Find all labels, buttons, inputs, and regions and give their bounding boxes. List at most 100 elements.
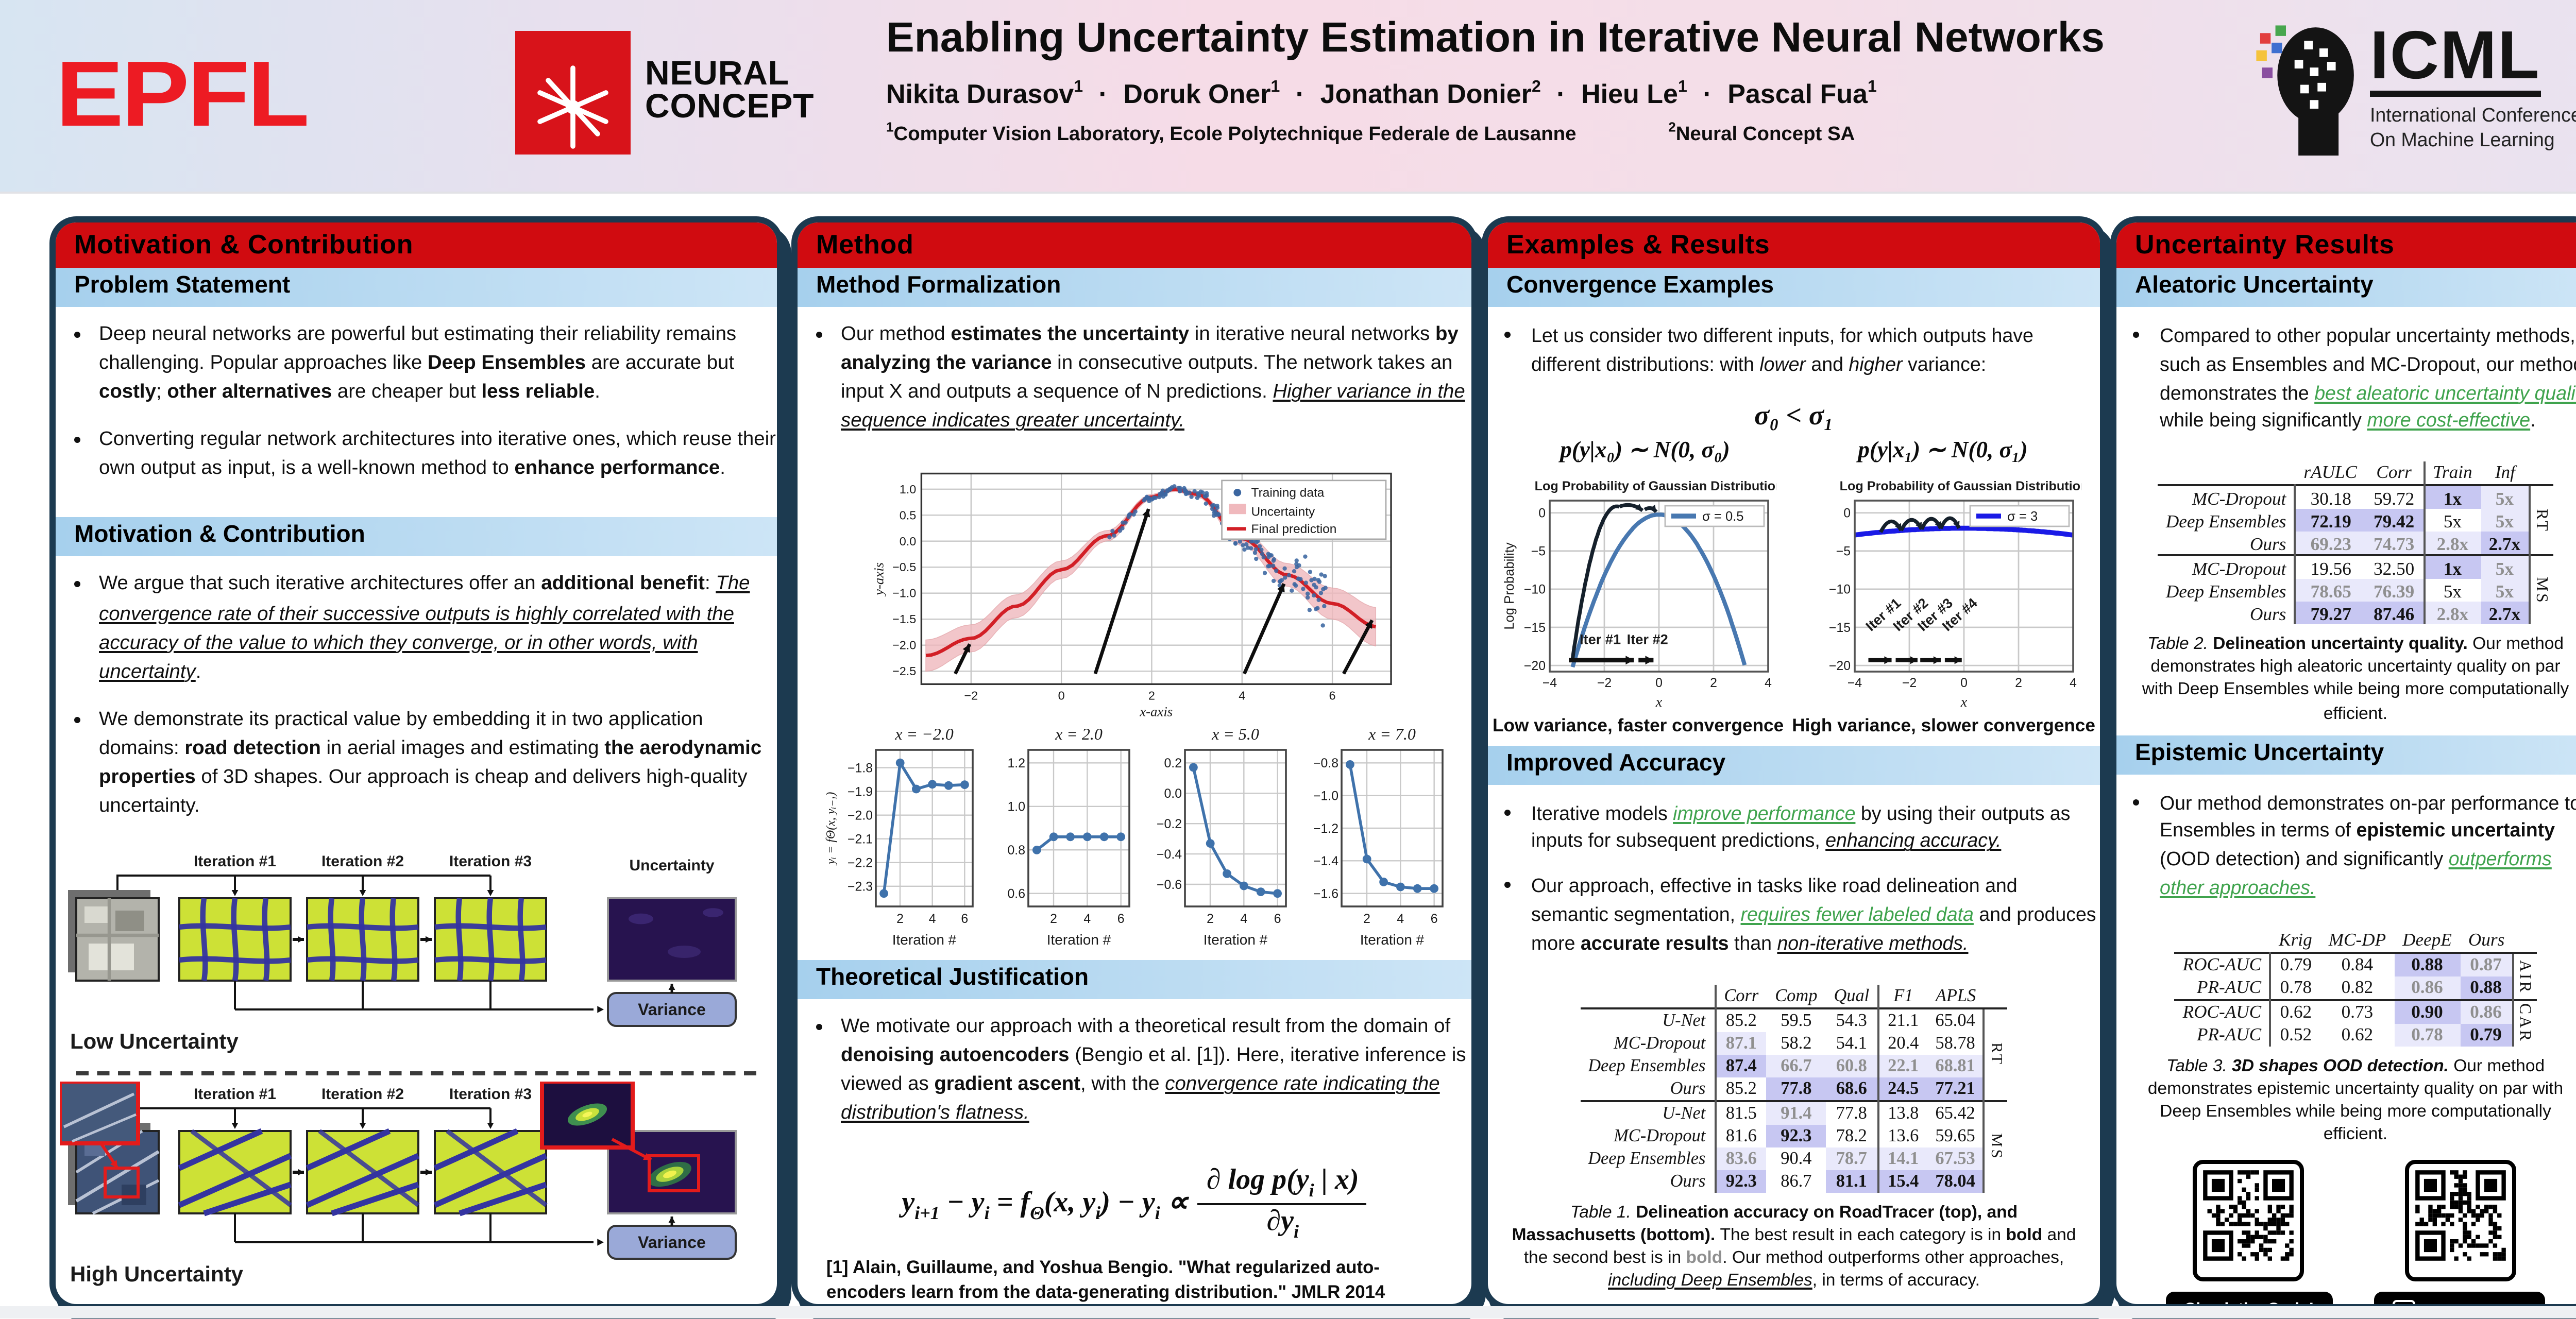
section-motivation-contribution: Motivation & Contribution Problem Statem…	[49, 216, 783, 1310]
neural-concept-star-icon	[537, 65, 608, 149]
neural-concept-logo: NEURAL CONCEPT	[515, 31, 814, 155]
code-qr-frame[interactable]	[2193, 1160, 2305, 1282]
svg-text:4: 4	[1239, 912, 1246, 926]
section-header: Motivation & Contribution	[56, 222, 777, 268]
svg-text:Training data: Training data	[1250, 487, 1324, 501]
svg-text:−0.5: −0.5	[891, 561, 915, 575]
svg-text:4: 4	[2070, 676, 2077, 690]
svg-text:2: 2	[1362, 912, 1369, 926]
svg-text:x = −2.0: x = −2.0	[893, 725, 952, 743]
data-table: rAULC Corr Train Inf MC-Dropout 30.18 59.72 1x 5…	[2157, 462, 2554, 625]
svg-text:6: 6	[1116, 912, 1124, 926]
project-qr-code[interactable]	[2412, 1169, 2507, 1263]
plot-caption: High variance, slower convergence	[1792, 714, 2095, 735]
svg-text:−1.2: −1.2	[1312, 822, 1337, 836]
svg-text:x: x	[1960, 694, 1968, 710]
subsection-convergence-examples: Convergence Examples	[1488, 268, 2100, 307]
svg-text:4: 4	[1082, 912, 1090, 926]
svg-text:0.0: 0.0	[1163, 787, 1181, 801]
bullet: We motivate our approach with a theoreti…	[841, 1014, 1471, 1130]
method-bullets: Our method estimates the uncertainty in …	[798, 321, 1471, 456]
icml-logo: ICML International Conference On Machine…	[2252, 21, 2576, 157]
neural-concept-wordmark: NEURAL CONCEPT	[645, 56, 815, 126]
svg-text:Iteration #: Iteration #	[891, 932, 956, 948]
svg-text:0.8: 0.8	[1007, 844, 1024, 858]
svg-text:−0.8: −0.8	[1312, 757, 1337, 770]
check-code-button[interactable]: Check the Code!	[2165, 1292, 2333, 1304]
author: Hieu Le1	[1581, 78, 1687, 110]
svg-text:−2.0: −2.0	[846, 809, 872, 823]
problem-statement-bullets: Deep neural networks are powerful but es…	[56, 321, 777, 504]
svg-text:σ = 3: σ = 3	[2008, 509, 2038, 523]
svg-text:Iteration #: Iteration #	[1359, 932, 1423, 948]
theory-bullets: We motivate our approach with a theoreti…	[798, 1014, 1471, 1149]
subplot-x-5: 0.2 0.0 −0.2 −0.4 −0.6 2 4 6 x = 5.0 Iteration #	[1139, 723, 1291, 950]
svg-text:0: 0	[1057, 690, 1064, 703]
svg-text:Log Probability: Log Probability	[1502, 542, 1517, 629]
bullet: Let us consider two different inputs, fo…	[1531, 321, 2100, 379]
poster-header: EPFL NEURAL CONCEPT Enabling U	[0, 0, 2576, 194]
svg-text:Log Probability of Gaussian Di: Log Probability of Gaussian Distribution	[1840, 478, 2081, 493]
svg-text:Log Probability of Gaussian Di: Log Probability of Gaussian Distribution	[1534, 478, 1776, 493]
svg-text:0.6: 0.6	[1007, 887, 1024, 901]
formula-low-variance: p(y|x₀) ∼ N(0, σ₀)	[1560, 438, 1730, 463]
subsection-motivation-contribution: Motivation & Contribution	[56, 518, 777, 557]
subplot-x-neg2: −1.8 −1.9 −2.0 −2.1 −2.2 −2.3 2 4 6 x = −2.0 Itera…	[821, 723, 978, 950]
subsection-problem-statement: Problem Statement	[56, 268, 777, 307]
svg-text:6: 6	[1430, 912, 1437, 926]
svg-text:−10: −10	[1524, 582, 1546, 596]
svg-text:−5: −5	[1836, 544, 1851, 558]
subsection-improved-accuracy: Improved Accuracy	[1488, 745, 2100, 784]
svg-text:−20: −20	[1829, 658, 1851, 672]
section-uncertainty-results: Uncertainty Results Aleatoric Uncertaint…	[2110, 216, 2576, 1310]
bullet: Our method demonstrates on-par performan…	[2160, 789, 2576, 902]
section-header: Examples & Results	[1488, 222, 2100, 268]
svg-text:0.0: 0.0	[899, 535, 916, 549]
bullet: Our approach, effective in tasks like ro…	[1531, 872, 2100, 957]
data-table: Krig MC-DP DeepE Ours ROC-AUC 0.79 0.84 0.88 0.8…	[2174, 929, 2537, 1047]
project-qr-frame[interactable]	[2404, 1160, 2516, 1282]
svg-text:2: 2	[2015, 676, 2023, 690]
affiliations-line: 1Computer Vision Laboratory, Ecole Polyt…	[886, 122, 1855, 147]
svg-text:y-axis: y-axis	[870, 563, 886, 597]
svg-text:−1.0: −1.0	[1312, 790, 1337, 803]
svg-text:−2: −2	[963, 690, 977, 703]
svg-text:Final prediction: Final prediction	[1250, 523, 1336, 537]
bullet: Converting regular network architectures…	[99, 427, 777, 485]
svg-text:x = 5.0: x = 5.0	[1210, 725, 1258, 743]
qr-links: Check the Code! ▶Project page!	[2116, 1160, 2576, 1304]
svg-text:−0.4: −0.4	[1156, 848, 1181, 862]
author: Jonathan Donier2	[1320, 78, 1541, 110]
svg-text:−4: −4	[1848, 676, 1862, 690]
svg-text:Iter #2: Iter #2	[1626, 630, 1668, 646]
epistemic-bullets: Our method demonstrates on-par performan…	[2116, 789, 2576, 919]
gradient-ascent-equation: yi+1 − yi = fΘ(x, yi) − yi ∝ ∂ log p(yi …	[798, 1167, 1471, 1242]
bullet: Our method estimates the uncertainty in …	[841, 321, 1471, 438]
authors-line: Nikita Durasov1 · Doruk Oner1 · Jonathan…	[886, 78, 1877, 110]
svg-text:Iteration #3: Iteration #3	[449, 1086, 532, 1103]
svg-text:−20: −20	[1524, 658, 1546, 672]
svg-text:−4: −4	[1542, 676, 1556, 690]
table1-caption: Table 1. Delineation accuracy on RoadTra…	[1512, 1200, 2076, 1290]
epfl-logo: EPFL	[56, 41, 310, 146]
svg-text:1.2: 1.2	[1007, 757, 1024, 770]
svg-text:x = 2.0: x = 2.0	[1054, 725, 1101, 743]
svg-text:6: 6	[1328, 690, 1335, 703]
project-page-button[interactable]: ▶Project page!	[2374, 1292, 2546, 1304]
svg-text:Uncertainty: Uncertainty	[1250, 506, 1314, 520]
data-table: Corr Comp Qual F1 APLS U-Net 85.2 59.5 54.3 21.1 6…	[1580, 984, 2008, 1192]
svg-text:σ = 0.5: σ = 0.5	[1702, 509, 1744, 523]
svg-text:Iteration #2: Iteration #2	[321, 1086, 404, 1103]
svg-text:Iteration #2: Iteration #2	[321, 853, 404, 870]
svg-text:2: 2	[1206, 912, 1213, 926]
svg-text:−2: −2	[1597, 676, 1611, 690]
code-qr-code[interactable]	[2201, 1169, 2297, 1263]
iteration-subplots: −1.8 −1.9 −2.0 −2.1 −2.2 −2.3 2 4 6 x = −2.0 Itera…	[798, 723, 1471, 950]
icml-wordmark: ICML International Conference On Machine…	[2370, 16, 2576, 150]
svg-text:−1.9: −1.9	[846, 785, 872, 799]
svg-text:−2.3: −2.3	[846, 880, 872, 894]
title-block: Enabling Uncertainty Estimation in Itera…	[886, 14, 2164, 147]
svg-text:2: 2	[1049, 912, 1056, 926]
